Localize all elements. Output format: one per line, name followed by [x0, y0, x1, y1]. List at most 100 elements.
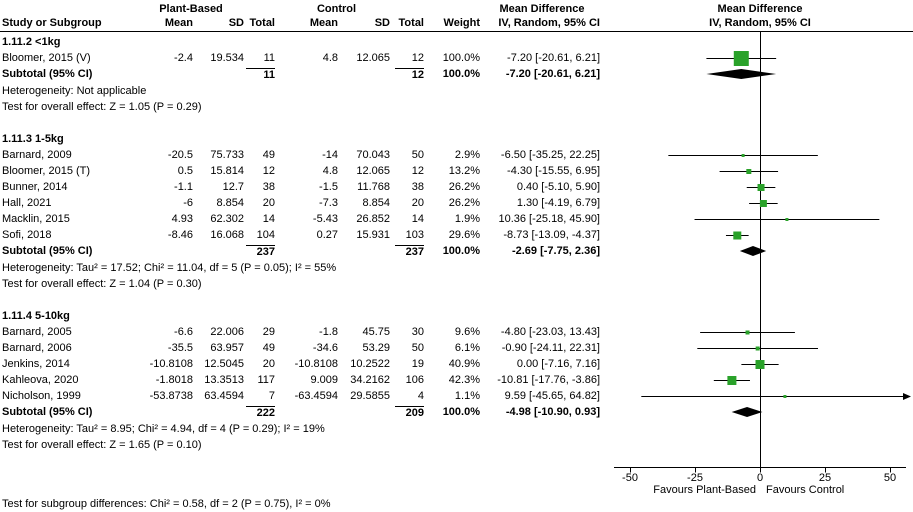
study-label: Barnard, 2005	[2, 326, 72, 338]
study-mean1: -6	[183, 197, 193, 209]
effect-square	[727, 376, 737, 385]
study-n2: 12	[411, 165, 424, 177]
study-sd2: 12.065	[356, 165, 390, 177]
study-label: Bloomer, 2015 (T)	[2, 165, 91, 177]
study-label: Bloomer, 2015 (V)	[2, 52, 91, 64]
study-sd1: 22.006	[210, 326, 244, 338]
subtotal-weight: 100.0%	[442, 406, 480, 418]
study-n1: 20	[262, 197, 275, 209]
subgroup-title: 1.11.2 <1kg	[2, 36, 61, 48]
col-group-mean-difference-plot: Mean Difference	[717, 3, 803, 15]
study-n1: 20	[262, 358, 275, 370]
study-n1: 49	[262, 342, 275, 354]
study-weight: 1.1%	[454, 390, 480, 402]
x-tick-label: 50	[884, 472, 896, 484]
study-mean1: 4.93	[171, 213, 193, 225]
col-header-mean2: Mean	[309, 17, 338, 29]
study-n2: 50	[411, 149, 424, 161]
overall-effect-text: Test for overall effect: Z = 1.05 (P = 0…	[2, 101, 202, 113]
favours-right-label: Favours Control	[766, 484, 845, 496]
study-sd1: 62.302	[210, 213, 244, 225]
effect-square	[745, 330, 750, 335]
study-sd2: 29.5855	[350, 390, 390, 402]
study-weight: 1.9%	[454, 213, 480, 225]
study-sd2: 70.043	[356, 149, 390, 161]
study-sd1: 19.534	[210, 52, 244, 64]
study-n1: 29	[262, 326, 275, 338]
study-sd1: 15.814	[210, 165, 244, 177]
study-mean1: -1.8018	[155, 374, 193, 386]
study-mean2: -63.4594	[294, 390, 338, 402]
study-weight: 100.0%	[442, 52, 480, 64]
col-header-total1: Total	[249, 17, 275, 29]
study-sd1: 12.5045	[204, 358, 244, 370]
study-weight: 26.2%	[448, 197, 480, 209]
study-sd1: 12.7	[222, 181, 244, 193]
study-ci_text: -4.30 [-15.55, 6.95]	[507, 165, 600, 177]
study-n2: 20	[411, 197, 424, 209]
study-mean2: 0.27	[316, 229, 338, 241]
subtotal-n2: 237	[395, 245, 424, 259]
study-weight: 40.9%	[448, 358, 480, 370]
effect-square	[755, 360, 765, 369]
study-n1: 117	[257, 374, 275, 386]
study-weight: 6.1%	[454, 342, 480, 354]
study-sd2: 15.931	[356, 229, 390, 241]
study-mean1: -8.46	[167, 229, 193, 241]
study-mean2: -14	[322, 149, 338, 161]
subtotal-weight: 100.0%	[442, 245, 480, 257]
subtotal-diamond	[739, 246, 767, 256]
study-n2: 14	[411, 213, 424, 225]
study-label: Jenkins, 2014	[2, 358, 70, 370]
study-ci_text: -0.90 [-24.11, 22.31]	[501, 342, 600, 354]
study-mean1: -35.5	[167, 342, 193, 354]
subtotal-weight: 100.0%	[442, 68, 480, 80]
study-n2: 12	[411, 52, 424, 64]
study-mean1: -53.8738	[149, 390, 193, 402]
study-sd2: 11.768	[357, 181, 390, 193]
study-sd2: 26.852	[356, 213, 390, 225]
effect-square	[733, 231, 742, 240]
study-weight: 13.2%	[448, 165, 480, 177]
study-mean1: 0.5	[177, 165, 193, 177]
study-mean2: -5.43	[312, 213, 338, 225]
col-header-iv-random-text: IV, Random, 95% CI	[498, 17, 600, 29]
study-n2: 103	[405, 229, 424, 241]
study-sd2: 10.2522	[350, 358, 390, 370]
subtotal-label: Subtotal (95% CI)	[2, 68, 93, 80]
study-n2: 30	[411, 326, 424, 338]
study-sd2: 45.75	[362, 326, 390, 338]
study-weight: 9.6%	[454, 326, 480, 338]
effect-square	[755, 346, 760, 351]
x-tick-label: 25	[819, 472, 831, 484]
col-header-sd1: SD	[228, 17, 244, 29]
study-n2: 19	[411, 358, 424, 370]
col-header-sd2: SD	[374, 17, 390, 29]
effect-square	[785, 218, 789, 221]
col-group-plant-based: Plant-Based	[159, 3, 223, 15]
study-mean1: -1.1	[174, 181, 193, 193]
favours-left-label: Favours Plant-Based	[653, 484, 756, 496]
col-header-total2: Total	[398, 17, 424, 29]
study-ci_text: 1.30 [-4.19, 6.79]	[516, 197, 600, 209]
col-header-weight: Weight	[443, 17, 480, 29]
study-sd1: 63.4594	[204, 390, 244, 402]
study-sd2: 53.29	[362, 342, 390, 354]
subtotal-label: Subtotal (95% CI)	[2, 245, 93, 257]
study-mean1: -10.8108	[149, 358, 193, 370]
study-sd1: 75.733	[210, 149, 244, 161]
study-label: Kahleova, 2020	[2, 374, 79, 386]
overall-effect-text: Test for overall effect: Z = 1.04 (P = 0…	[2, 278, 202, 290]
subtotal-n1: 237	[246, 245, 275, 259]
study-label: Hall, 2021	[2, 197, 52, 209]
subgroup-title: 1.11.4 5-10kg	[2, 310, 70, 322]
x-tick-label: 0	[757, 472, 763, 484]
study-mean1: -2.4	[174, 52, 193, 64]
effect-square	[741, 154, 745, 157]
study-label: Barnard, 2009	[2, 149, 72, 161]
heterogeneity-text: Heterogeneity: Tau² = 17.52; Chi² = 11.0…	[2, 262, 337, 274]
col-header-iv-random-plot: IV, Random, 95% CI	[709, 17, 811, 29]
study-n1: 7	[268, 390, 275, 402]
